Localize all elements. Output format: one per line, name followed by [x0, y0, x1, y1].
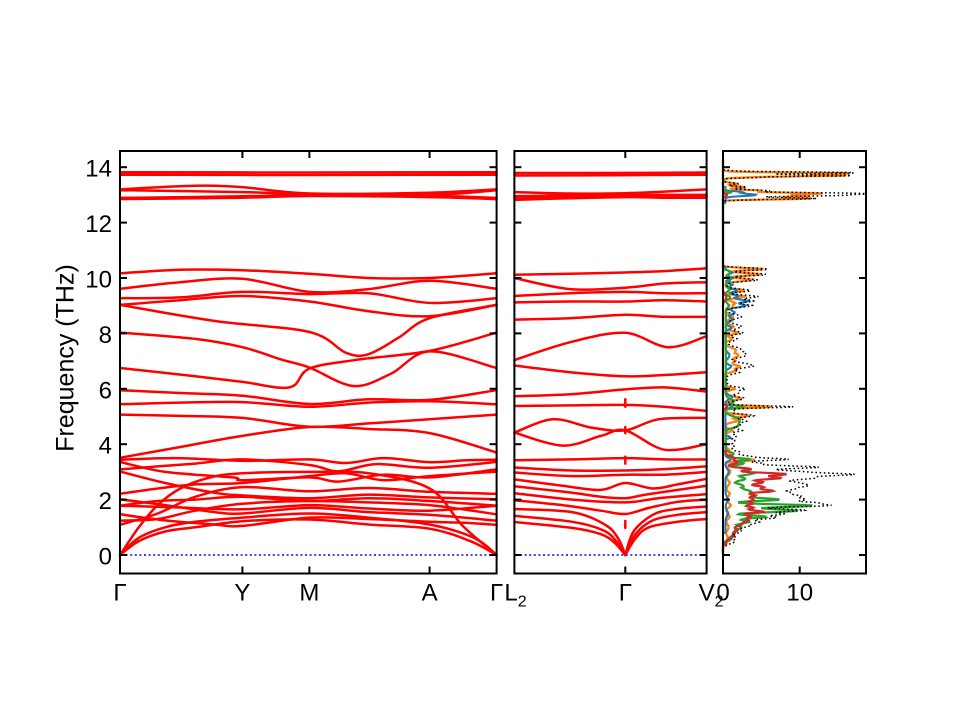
svg-text:14: 14	[85, 156, 112, 183]
svg-text:Γ: Γ	[113, 580, 126, 607]
svg-text:10: 10	[85, 267, 112, 294]
svg-text:10: 10	[786, 580, 813, 607]
svg-text:Γ: Γ	[619, 580, 632, 607]
svg-text:Γ: Γ	[490, 580, 503, 607]
svg-text:4: 4	[99, 433, 112, 460]
svg-text:0: 0	[99, 544, 112, 571]
svg-text:12: 12	[85, 211, 112, 238]
svg-text:Y: Y	[234, 580, 250, 607]
svg-text:A: A	[422, 580, 438, 607]
svg-text:Frequency (THz): Frequency (THz)	[52, 264, 80, 452]
svg-text:M: M	[299, 580, 319, 607]
svg-text:8: 8	[99, 322, 112, 349]
svg-text:6: 6	[99, 377, 112, 404]
svg-text:0: 0	[716, 580, 729, 607]
svg-text:2: 2	[99, 488, 112, 515]
